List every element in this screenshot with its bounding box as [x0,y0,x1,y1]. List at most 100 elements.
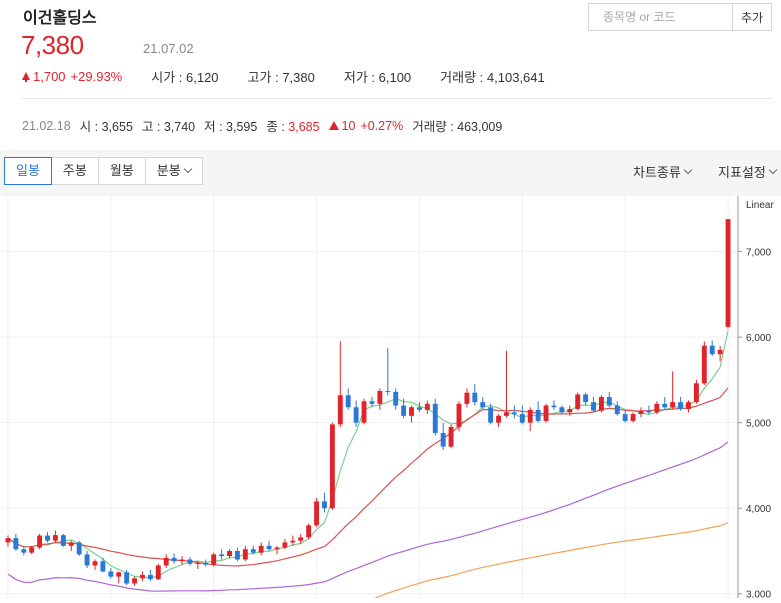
candle [337,341,343,427]
candle [68,540,74,551]
candle-body [654,403,660,413]
candle [535,401,541,423]
tab-weekly[interactable]: 주봉 [51,157,99,185]
candle [60,533,66,547]
candle-body [147,574,153,580]
candle-body [567,408,573,413]
candle-body [424,403,430,410]
candle [322,492,327,513]
candle-body [511,412,517,415]
candle [527,407,533,432]
candle [52,530,58,543]
candle [306,523,312,539]
candle [678,397,684,411]
candle-body [575,394,581,409]
candle-body [21,549,27,553]
candle [598,395,604,413]
candle-body [464,392,470,404]
candle-body [322,501,327,509]
candle-body [60,535,66,546]
candle [575,392,581,411]
candle [219,549,225,560]
candle [345,388,351,410]
candle-body [416,407,422,410]
candle-body [646,410,652,413]
arrow-up-icon [22,71,30,82]
candle-body [242,549,248,560]
candle [464,388,470,408]
candle [290,535,296,546]
price-chart[interactable]: Linear 3,000 4,000 5,000 6,000 7,000 [0,196,781,603]
candle [693,379,699,404]
candle-body [606,397,612,406]
candle [147,569,153,581]
candle-body [140,574,145,579]
open-price: 시가 : 6,120 [151,70,219,85]
candle-body [171,557,177,562]
candle-body [345,395,351,408]
stock-name: 이건홀딩스 [23,10,97,27]
tab-monthly[interactable]: 월봉 [98,157,146,185]
candle [424,400,430,415]
moving-average-ma120 [361,522,729,603]
candle [416,402,422,413]
candle-body [701,345,707,384]
candle [385,348,391,396]
candle [234,547,240,562]
crosshair-high: 고 : 3,740 [141,120,196,134]
candle [258,542,264,556]
candle [37,533,43,550]
candle-body [274,547,280,550]
candle [76,540,82,557]
candle-body [598,397,604,411]
candle-body [622,414,628,421]
candle-body [717,349,723,355]
candle-body [45,535,50,541]
candle [709,340,715,356]
search-input[interactable] [589,4,732,30]
candle-body [401,405,407,416]
candle [21,545,27,556]
candle-body [5,538,11,543]
candle [448,424,454,449]
chevron-down-icon [683,165,693,174]
candle [92,559,98,570]
candle [606,391,612,408]
candle [701,341,707,386]
tab-daily[interactable]: 일봉 [4,157,52,185]
candle [567,405,573,416]
candle-body [116,572,122,577]
candle [432,398,438,436]
candle-body [377,391,383,404]
indicator-settings-menu[interactable]: 지표설정 [718,162,778,181]
y-axis-tick-label: 3,000 [746,590,771,598]
chart-type-menu[interactable]: 차트종류 [633,162,693,181]
candle-body [76,542,82,555]
candle [583,392,589,406]
candle-body [614,405,620,415]
candle [242,545,248,562]
candle [100,557,106,573]
candle-body [504,412,509,416]
candle [84,550,90,569]
candle-body [456,403,462,427]
candle [480,397,486,410]
candle-body [369,401,375,404]
candle-body [583,394,589,403]
candle [511,405,517,419]
change-row: 1,700 +29.93% 시가 : 6,120 고가 : 7,380 저가 :… [22,67,545,86]
add-button[interactable]: 추가 [732,3,772,31]
crosshair-close: 종 : 3,685 [266,120,320,134]
candle [29,545,35,555]
volume: 거래량 : 4,103,641 [440,70,545,85]
candle [329,422,335,510]
candlestick-chart[interactable]: Linear 3,000 4,000 5,000 6,000 7,000 [0,196,781,603]
candle [393,388,399,410]
candle [298,533,304,545]
tab-minute[interactable]: 분봉 [145,157,203,185]
candle [195,561,201,569]
candle-body [409,407,414,416]
candle [314,497,320,528]
candle-body [314,501,320,526]
candle-body [195,562,201,564]
